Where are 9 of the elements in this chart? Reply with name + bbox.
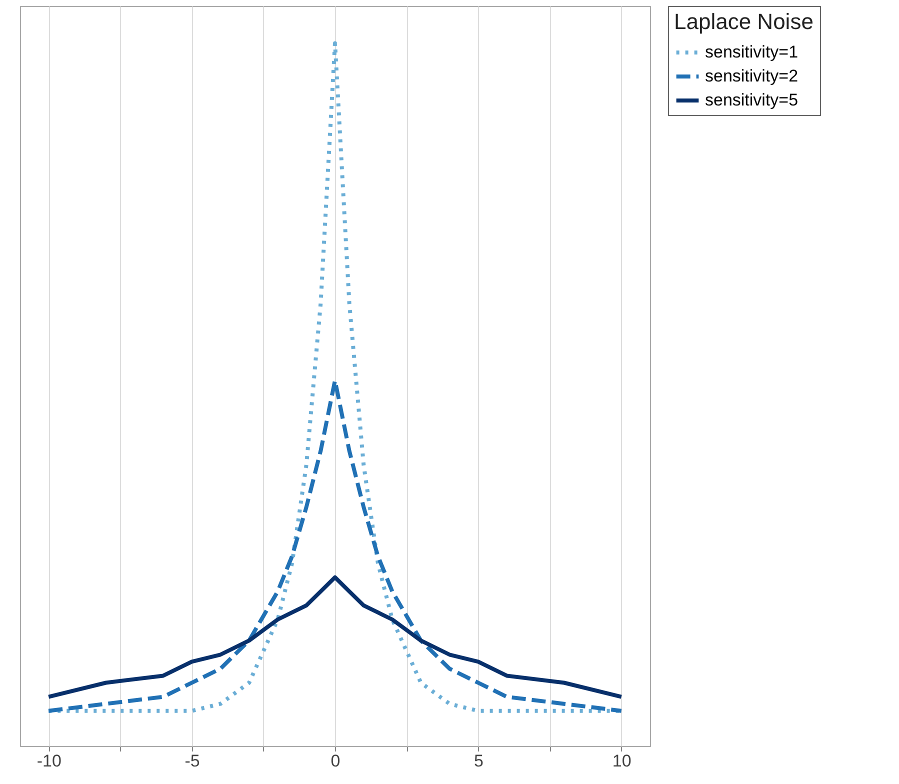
legend-label: sensitivity=1 (705, 42, 798, 62)
x-tick-label: -5 (184, 752, 200, 770)
x-tick-label: 5 (474, 752, 484, 770)
legend-title: Laplace Noise (674, 9, 814, 34)
legend-label: sensitivity=5 (705, 90, 798, 110)
x-tick-label: 10 (612, 752, 632, 770)
x-tick-label: -10 (36, 752, 62, 770)
x-tick-label: 0 (330, 752, 340, 770)
legend-label: sensitivity=2 (705, 66, 798, 86)
